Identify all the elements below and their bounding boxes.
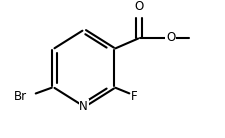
Text: Br: Br [14,90,27,103]
Text: N: N [79,100,88,113]
Text: O: O [165,31,174,44]
Text: O: O [134,0,143,13]
Text: F: F [131,90,137,103]
